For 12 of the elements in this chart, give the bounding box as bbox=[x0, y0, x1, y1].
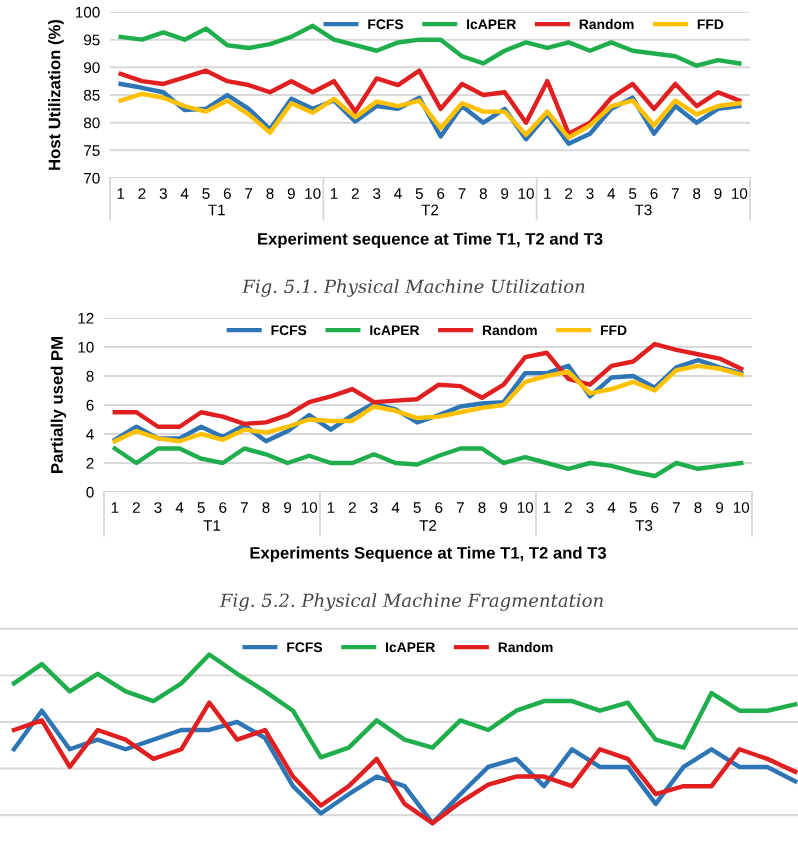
x-axis-title: Experiment sequence at Time T1, T2 and T3 bbox=[258, 232, 603, 249]
line-series bbox=[112, 446, 744, 479]
x-axis-title: Experiments Sequence at Time T1, T2 and T3 bbox=[250, 546, 607, 563]
y-axis-title: Host Utilization (%) bbox=[48, 19, 64, 170]
text: Fig. 5.1. Physical Machine Utilization bbox=[242, 279, 585, 297]
y-axis-title: Partially used PM bbox=[50, 337, 67, 473]
line-series bbox=[118, 91, 742, 140]
line-series bbox=[112, 341, 744, 429]
line-series bbox=[118, 23, 742, 68]
text: Fig. 5.2. Physical Machine Fragmentation bbox=[219, 593, 603, 611]
line-series bbox=[118, 68, 742, 136]
line-series bbox=[118, 81, 742, 146]
